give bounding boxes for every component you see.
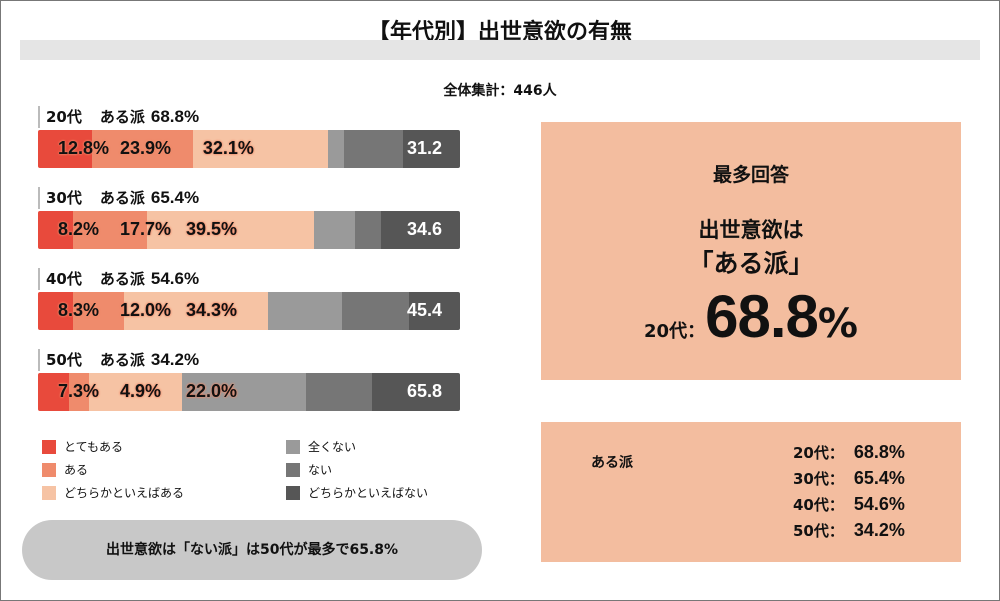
legend-label: どちらかといえばある: [64, 486, 185, 500]
summary-pill: 出世意欲は「ない派」は50代が最多で65.8%: [22, 520, 482, 580]
legend-label: どちらかといえばない: [308, 486, 429, 500]
top-answer-value-row: 20代：68.8%: [541, 282, 961, 351]
bar-segment-ない: [305, 373, 373, 411]
ary-list-panel: ある派 20代： 68.8% 30代： 65.4% 40代： 54.6% 50代： 34…: [541, 422, 961, 562]
ary-list-row: 30代： 65.4%: [793, 468, 905, 489]
row-age: 50代：: [793, 522, 844, 540]
legend-label: ない: [308, 463, 333, 477]
legend-item: 全くない: [286, 438, 356, 455]
row-value: 65.4%: [853, 468, 905, 488]
bar-segment-どちらかといえばない: [381, 211, 460, 249]
legend-swatch: [286, 462, 300, 477]
top-answer-line2: 「ある派」: [688, 249, 814, 278]
legend-swatch: [286, 439, 300, 454]
top-answer-value: 68.8: [705, 283, 819, 350]
title-bar: [20, 40, 980, 60]
bar-segment-とてもある: [38, 130, 93, 168]
bar-segment-ない: [341, 292, 410, 330]
legend-label: ある: [64, 463, 89, 477]
bar-segment-どちらかといえばある: [89, 373, 183, 411]
legend-swatch: [42, 462, 56, 477]
category-label: 20代: [46, 108, 82, 126]
ary-list-row: 20代： 68.8%: [793, 442, 905, 463]
legend-item: とてもある: [42, 438, 123, 455]
category-label: 40代: [46, 270, 82, 288]
row-value: 54.6%: [853, 494, 905, 514]
bar-segment-ない: [344, 130, 403, 168]
bar-segment-ある: [73, 292, 124, 330]
group-type: ある派: [99, 189, 145, 207]
legend-item: ある: [42, 461, 88, 478]
positive-total: 34.2%: [150, 350, 200, 369]
row-age: 30代：: [793, 470, 844, 488]
row-age: 40代：: [793, 496, 844, 514]
row-age: 20代：: [793, 444, 844, 462]
top-answer-panel: 最多回答 出世意欲は 「ある派」 20代：68.8%: [541, 122, 961, 380]
group-label: 30代 ある派 65.4%: [38, 187, 199, 209]
ary-list-row: 50代： 34.2%: [793, 520, 905, 541]
bar-segment-どちらかといえばある: [192, 130, 329, 168]
stacked-bar: [38, 373, 460, 411]
category-label: 50代: [46, 351, 82, 369]
row-value: 34.2%: [853, 520, 905, 540]
top-answer-age: 20代：: [644, 321, 706, 342]
group-type: ある派: [99, 270, 145, 288]
bar-segment-ある: [72, 211, 148, 249]
positive-total: 68.8%: [150, 107, 200, 126]
ary-list-row: 40代： 54.6%: [793, 494, 905, 515]
stacked-bar: [38, 130, 460, 168]
bar-segment-ある: [92, 130, 193, 168]
bar-segment-どちらかといえばない: [409, 292, 460, 330]
bar-segment-どちらかといえばない: [402, 130, 460, 168]
top-answer-line1: 出世意欲は: [698, 218, 804, 242]
legend-swatch: [42, 439, 56, 454]
category-label: 30代: [46, 189, 82, 207]
stacked-bar: [38, 292, 460, 330]
legend-swatch: [286, 485, 300, 500]
ary-list-label: ある派: [591, 455, 633, 471]
bar-segment-ない: [354, 211, 382, 249]
group-type: ある派: [99, 351, 145, 369]
stacked-bar: [38, 211, 460, 249]
total-count: 全体集計：446人: [443, 83, 557, 99]
bar-segment-とてもある: [38, 211, 73, 249]
legend-label: とてもある: [64, 440, 124, 454]
legend-item: ない: [286, 461, 332, 478]
bar-segment-全くない: [313, 211, 355, 249]
bar-segment-とてもある: [38, 292, 74, 330]
legend-item: どちらかといえばある: [42, 484, 184, 501]
legend-label: 全くない: [308, 440, 357, 454]
positive-total: 54.6%: [150, 269, 200, 288]
group-type: ある派: [99, 108, 145, 126]
group-label: 20代 ある派 68.8%: [38, 106, 199, 128]
legend-item: どちらかといえばない: [286, 484, 428, 501]
bar-segment-どちらかといえばある: [123, 292, 269, 330]
top-answer-unit: %: [817, 301, 858, 347]
bar-segment-どちらかといえばある: [147, 211, 314, 249]
row-value: 68.8%: [853, 442, 905, 462]
bar-segment-全くない: [268, 292, 342, 330]
bar-segment-全くない: [328, 130, 345, 168]
bar-segment-とてもある: [38, 373, 69, 411]
bar-segment-全くない: [182, 373, 306, 411]
legend-swatch: [42, 485, 56, 500]
top-answer-heading: 最多回答: [712, 164, 789, 186]
group-label: 50代 ある派 34.2%: [38, 349, 199, 371]
bar-segment-ある: [68, 373, 90, 411]
bar-segment-どちらかといえばない: [372, 373, 460, 411]
group-label: 40代 ある派 54.6%: [38, 268, 199, 290]
positive-total: 65.4%: [150, 188, 200, 207]
